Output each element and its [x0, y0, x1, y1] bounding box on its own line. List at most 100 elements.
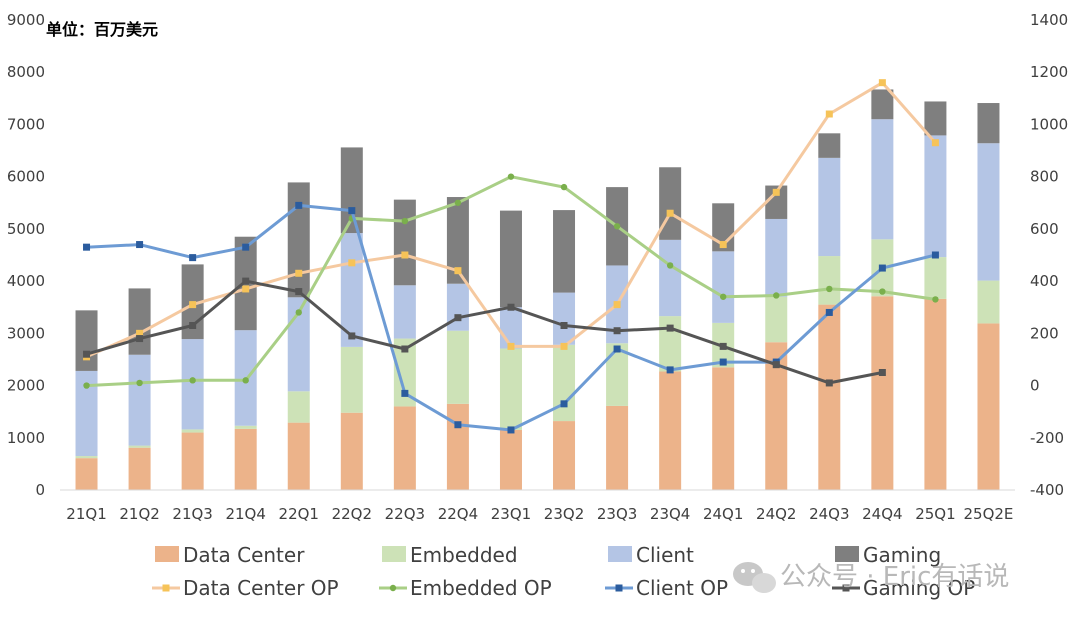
bar-segment-data-center — [871, 296, 894, 490]
stacked-bars — [75, 89, 1000, 490]
bar-segment-data-center — [977, 323, 1000, 490]
bar-segment-client — [977, 143, 1000, 281]
bar-segment-client — [818, 157, 841, 257]
legend-marker — [615, 584, 623, 592]
bar-segment-gaming — [818, 133, 841, 158]
bar-segment-gaming — [128, 288, 151, 355]
point-data-center-op — [507, 342, 515, 350]
point-client-op — [189, 254, 197, 262]
legend-marker — [389, 584, 397, 592]
point-embedded-op — [560, 183, 568, 191]
bar-segment-embedded — [765, 296, 788, 343]
left-tick-label: 7000 — [7, 115, 45, 133]
point-client-op — [719, 358, 727, 366]
point-data-center-op — [401, 251, 409, 259]
point-data-center-op — [772, 188, 780, 196]
bar-segment-data-center — [499, 429, 522, 490]
point-data-center-op — [454, 267, 462, 275]
legend-label: Data Center — [183, 543, 305, 567]
x-tick-label: 21Q3 — [172, 505, 212, 523]
bar-segment-data-center — [287, 422, 310, 490]
wechat-icon — [733, 562, 776, 593]
point-embedded-op — [932, 296, 939, 303]
x-axis-labels: 21Q1 21Q2 21Q3 21Q4 22Q1 22Q2 22Q3 22Q4 23Q1 23Q2… — [66, 505, 1013, 523]
point-gaming-op — [242, 277, 250, 285]
legend-label: Data Center OP — [183, 576, 339, 600]
left-tick-label: 3000 — [7, 324, 45, 342]
bar-segment-gaming — [977, 103, 1000, 144]
bar-segment-client — [871, 119, 894, 240]
point-client-op — [454, 421, 462, 429]
bar-segment-client — [128, 354, 151, 446]
bar-segment-embedded — [340, 346, 363, 413]
x-tick-label: 24Q4 — [862, 505, 902, 523]
point-client-op — [931, 251, 939, 259]
point-client-op — [613, 345, 621, 353]
x-tick-label: 21Q2 — [119, 505, 159, 523]
legend-label: Embedded — [410, 543, 518, 567]
point-gaming-op — [401, 345, 409, 353]
legend-swatch — [835, 546, 859, 562]
right-tick-label: 1400 — [1030, 11, 1068, 29]
right-tick-label: 0 — [1030, 377, 1040, 395]
x-tick-label: 23Q1 — [491, 505, 531, 523]
point-embedded-op — [879, 288, 886, 295]
bar-segment-gaming — [75, 310, 98, 371]
bar-segment-client — [75, 370, 98, 457]
point-gaming-op — [189, 322, 197, 329]
x-tick-label: 25Q1 — [915, 505, 955, 523]
legend-label: Embedded OP — [410, 576, 552, 600]
x-tick-label: 22Q4 — [438, 505, 478, 523]
bar-segment-embedded — [446, 330, 469, 404]
point-embedded-op — [136, 379, 143, 387]
left-tick-label: 1000 — [7, 429, 45, 447]
x-tick-label: 24Q2 — [756, 505, 796, 523]
point-data-center-op — [666, 209, 674, 217]
point-embedded-op — [666, 262, 674, 269]
point-client-op — [83, 243, 91, 251]
point-gaming-op — [666, 324, 674, 332]
bar-segment-gaming — [393, 199, 416, 286]
point-embedded-op — [401, 217, 409, 225]
point-client-op — [295, 201, 303, 209]
point-data-center-op — [242, 285, 250, 293]
bar-segment-embedded — [181, 429, 204, 433]
bar-segment-embedded — [393, 338, 416, 407]
point-gaming-op — [348, 332, 356, 340]
right-tick-label: 1200 — [1030, 63, 1068, 81]
right-tick-label: 200 — [1030, 324, 1059, 342]
point-client-op — [242, 243, 250, 251]
point-embedded-op — [719, 293, 727, 300]
legend: Data Center Embedded Client Gaming Data Cent… — [152, 543, 975, 600]
legend-swatch — [382, 546, 406, 562]
x-tick-label: 24Q3 — [809, 505, 849, 523]
legend-label: Client OP — [636, 576, 728, 600]
point-data-center-op — [613, 301, 621, 309]
bar-segment-embedded — [234, 425, 257, 429]
point-client-op — [348, 207, 356, 215]
point-gaming-op — [136, 335, 144, 343]
point-gaming-op — [772, 361, 780, 369]
bar-segment-gaming — [499, 210, 522, 308]
bar-segment-data-center — [924, 298, 947, 490]
bar-segment-data-center — [181, 432, 204, 490]
point-embedded-op — [454, 199, 462, 206]
bar-segment-embedded — [499, 348, 522, 430]
point-data-center-op — [931, 139, 939, 147]
legend-marker — [842, 584, 850, 592]
watermark-text: 公众号 · Eric有话说 — [780, 562, 1009, 592]
x-tick-label: 23Q3 — [597, 505, 637, 523]
x-tick-label: 22Q2 — [332, 505, 372, 523]
bar-segment-data-center — [659, 371, 682, 490]
bar-segment-data-center — [234, 428, 257, 490]
point-data-center-op — [136, 329, 144, 337]
left-tick-label: 0 — [35, 481, 45, 499]
right-tick-label: 800 — [1030, 168, 1059, 186]
point-embedded-op — [83, 382, 90, 389]
point-data-center-op — [295, 269, 303, 277]
point-client-op — [825, 308, 833, 316]
bar-segment-data-center — [128, 447, 151, 490]
point-embedded-op — [507, 173, 515, 180]
op-lines — [83, 79, 939, 434]
bar-segment-data-center — [765, 342, 788, 490]
